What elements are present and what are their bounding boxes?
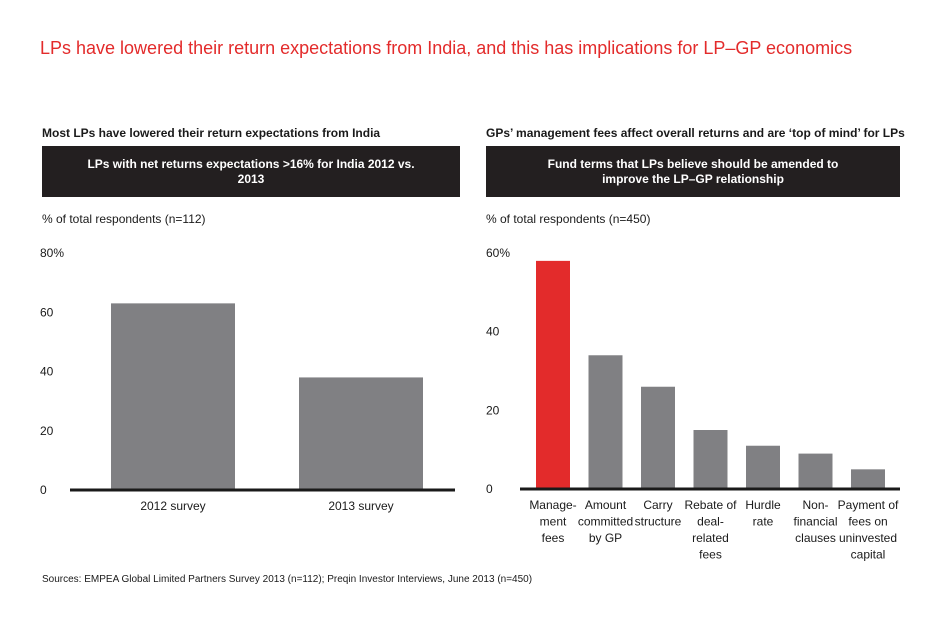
left-x-category-label: 2012 survey xyxy=(140,499,205,513)
left-chart-subtitle: Most LPs have lowered their return expec… xyxy=(42,126,381,140)
right-chart-subtitle: GPs’ management fees affect overall retu… xyxy=(486,126,905,140)
right-y-tick-label: 40 xyxy=(486,325,500,339)
left-y-tick-label: 60 xyxy=(40,305,54,319)
left-chart-ylabel: % of total respondents (n=112) xyxy=(42,212,206,226)
right-y-tick-label: 20 xyxy=(486,403,500,417)
right-x-category-label: Payment of fees on uninvested capital xyxy=(838,498,899,562)
right-x-category-label: Carry structure xyxy=(635,498,682,529)
right-chart-ylabel: % of total respondents (n=450) xyxy=(486,212,651,226)
right-bar xyxy=(641,386,675,489)
left-chart-header: LPs with net returns expectations >16% f… xyxy=(42,146,460,197)
left-y-tick-label: 80% xyxy=(40,246,64,260)
right-bar xyxy=(693,430,728,489)
right-x-category-label: Hurdle rate xyxy=(745,498,781,529)
left-y-tick-label: 20 xyxy=(40,424,54,438)
right-bar xyxy=(588,355,623,489)
right-bar xyxy=(798,453,833,489)
left-bar xyxy=(299,377,423,490)
right-bar xyxy=(746,445,780,489)
left-x-category-label: 2013 survey xyxy=(328,499,393,513)
page-title: LPs have lowered their return expectatio… xyxy=(40,38,853,58)
left-y-tick-label: 0 xyxy=(40,483,47,497)
right-x-category-label: Non-financial clauses xyxy=(793,498,837,545)
left-bar xyxy=(111,303,235,490)
right-chart-header: Fund terms that LPs believe should be am… xyxy=(486,146,900,197)
right-chart-header-text: Fund terms that LPs believe should be am… xyxy=(547,156,839,186)
right-x-category-label: Rebate of deal-related fees xyxy=(684,498,737,562)
right-y-tick-label: 60% xyxy=(486,246,510,260)
right-x-category-label: Manage-ment fees xyxy=(529,498,576,545)
right-x-category-label: Amount committed by GP xyxy=(578,498,633,545)
right-bar xyxy=(536,260,570,489)
left-y-tick-label: 40 xyxy=(40,365,54,379)
right-y-tick-label: 0 xyxy=(486,482,493,496)
right-bar xyxy=(851,469,885,489)
source-note: Sources: EMPEA Global Limited Partners S… xyxy=(42,574,533,585)
left-chart-header-text: LPs with net returns expectations >16% f… xyxy=(87,156,415,186)
